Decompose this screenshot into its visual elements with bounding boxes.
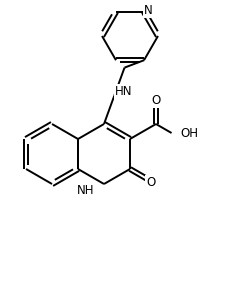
Text: N: N xyxy=(143,4,152,17)
Text: NH: NH xyxy=(76,183,94,197)
Text: O: O xyxy=(151,95,160,108)
Text: O: O xyxy=(146,176,155,189)
Text: HN: HN xyxy=(115,85,132,98)
Text: OH: OH xyxy=(180,126,198,139)
